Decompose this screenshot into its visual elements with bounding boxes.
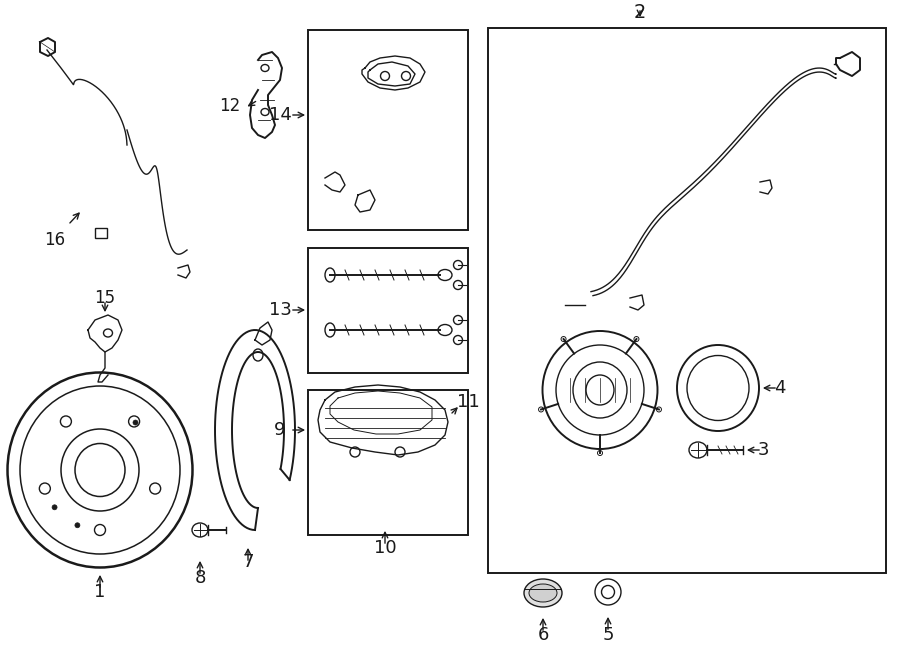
Ellipse shape [325,268,335,282]
Text: 5: 5 [602,626,614,644]
Ellipse shape [75,523,80,527]
Ellipse shape [689,442,707,458]
Ellipse shape [52,505,57,510]
Text: 9: 9 [274,421,286,439]
Ellipse shape [634,336,639,342]
Text: 4: 4 [774,379,786,397]
Ellipse shape [561,336,566,342]
Ellipse shape [454,260,463,270]
Ellipse shape [438,325,452,336]
Ellipse shape [598,451,602,455]
Text: 12: 12 [220,97,240,115]
Bar [488,28,886,573]
Text: 14: 14 [268,106,292,124]
Ellipse shape [595,579,621,605]
Text: 8: 8 [194,569,206,587]
Ellipse shape [454,315,463,325]
Bar [308,248,468,373]
Ellipse shape [454,280,463,290]
Ellipse shape [656,407,662,412]
Text: 15: 15 [94,289,115,307]
Ellipse shape [350,447,360,457]
Bar [95,228,107,238]
Ellipse shape [538,407,544,412]
Text: 3: 3 [757,441,769,459]
Text: 16: 16 [44,231,66,249]
Text: 10: 10 [374,539,396,557]
Text: 11: 11 [456,393,480,411]
Ellipse shape [438,270,452,280]
Text: 1: 1 [94,583,105,601]
Ellipse shape [192,523,208,537]
Text: 7: 7 [242,553,254,571]
Ellipse shape [524,579,562,607]
Ellipse shape [395,447,405,457]
Text: 2: 2 [634,3,646,22]
Ellipse shape [529,584,557,602]
Bar [308,30,468,230]
Ellipse shape [454,336,463,344]
Text: 6: 6 [537,626,549,644]
Ellipse shape [325,323,335,337]
Bar [308,390,468,535]
Text: 13: 13 [268,301,292,319]
Ellipse shape [133,420,138,425]
